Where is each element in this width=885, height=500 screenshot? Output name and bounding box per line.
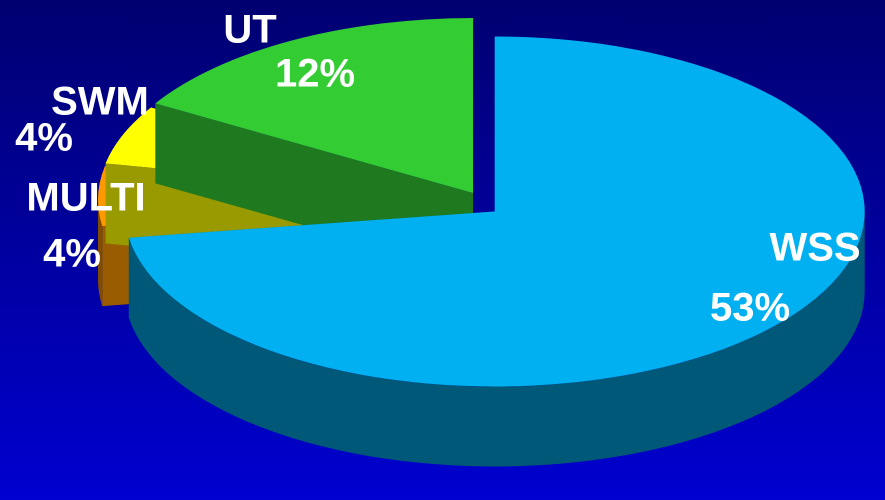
pie [98, 18, 865, 467]
slice-value-label: 12% [275, 52, 355, 96]
labels: WSS 53% MULTI 4% SWM 4% UT 12% [15, 8, 860, 330]
slice-wall [98, 199, 103, 307]
slice [155, 18, 474, 194]
slice-value-label: 4% [43, 232, 101, 276]
slice-value-label: 4% [15, 116, 73, 160]
slice-label: MULTI [26, 176, 145, 220]
slice-label: SWM [51, 80, 149, 124]
slice [128, 36, 865, 387]
slice-value-label: 53% [710, 286, 790, 330]
slice-label: WSS [769, 226, 860, 270]
slice-label: UT [223, 8, 276, 52]
slice-wall [128, 211, 865, 467]
